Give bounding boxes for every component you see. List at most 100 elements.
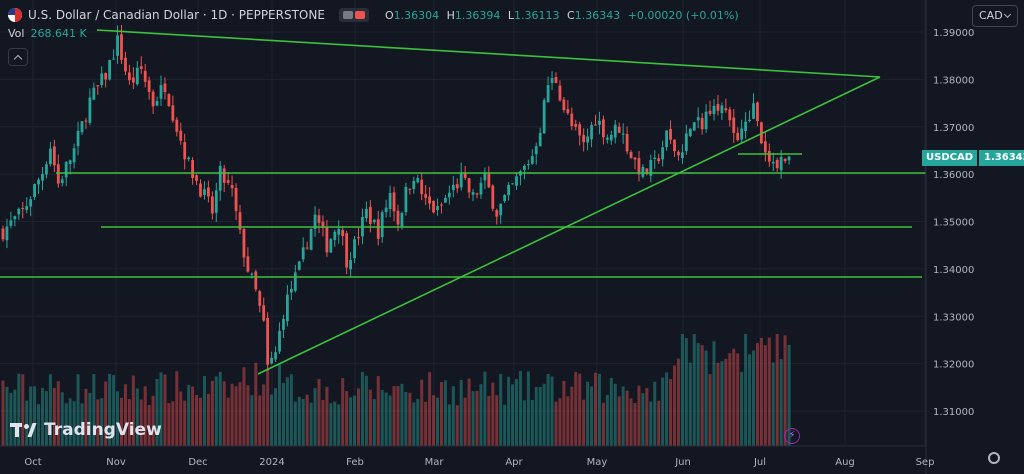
volume-bar [479,384,483,446]
collapse-legend-button[interactable] [8,48,28,66]
candle-body [135,67,139,85]
candle-body [80,121,84,133]
price-axis: 1.39000 1.38000 1.37000 1.36000 1.35000 1.340… [925,0,974,474]
y-tick-label: 1.35000 [933,218,974,229]
volume-bar [92,374,96,446]
candle-body [657,158,661,162]
volume-bar [633,402,637,446]
volume-bar [755,343,759,446]
volume-bar [333,401,337,446]
candle-body [301,247,305,260]
candle-body [45,164,48,175]
candle-body [621,133,625,135]
volume-legend: Vol 268.641 K [8,27,87,40]
volume-bar [744,334,748,446]
volume-bar [609,377,613,446]
candle-body [404,186,408,213]
y-tick-label: 1.32000 [933,360,974,371]
volume-bar [649,401,653,446]
volume-bar [503,404,507,446]
candle-body [471,192,475,195]
volume-bar [234,386,238,446]
candle-body [76,131,80,147]
candle-body [550,78,554,83]
candle-body [309,228,313,250]
volume-bar [48,374,52,446]
candle-body [609,134,613,141]
volume-bar [293,401,297,446]
volume-bar [621,386,625,446]
volume-bar [574,371,578,446]
volume-bar [230,383,234,446]
flash-icon[interactable]: ⚡ [784,428,800,444]
candle-body [104,73,108,80]
candle-body [289,289,293,293]
candle-body [203,189,206,195]
ohlc-values: O1.36304 H1.36394 L1.36113 C1.36343 +0.0… [384,8,739,22]
candle-body [708,110,712,114]
volume-bar [195,394,199,446]
candle-body [384,207,388,213]
volume-bar [665,372,669,446]
x-tick-label: Feb [346,457,364,468]
candle-body [218,166,222,191]
candle-body [380,212,384,238]
volume-bar [131,375,135,446]
volume-bar [266,368,270,446]
currency-selector[interactable]: CAD [972,5,1018,27]
volume-bar [5,387,9,446]
volume-bar [396,386,400,446]
candle-body [661,147,665,160]
candle-body [566,109,570,114]
volume-bar [9,392,13,446]
candle-body [305,247,309,249]
candle-body [207,187,210,197]
candle-body [254,271,258,290]
candle-body [84,120,88,122]
volume-bar [353,395,357,446]
volume-bar [341,378,345,446]
market-status-icon[interactable] [338,8,369,22]
candle-body [171,105,175,121]
volume-bar [708,374,712,446]
volume-bar [64,403,68,446]
volume-bar [52,387,56,446]
volume-bar [13,389,17,446]
volume-bar [88,392,92,446]
volume-bar [748,354,752,446]
volume-bar [669,379,673,446]
volume-bar [218,371,222,446]
candle-body [748,119,751,121]
gear-icon[interactable] [988,452,1000,464]
y-tick-label: 1.31000 [933,407,974,418]
candle-body [116,35,119,56]
candle-body [13,216,17,220]
y-tick-label: 1.37000 [933,123,974,134]
volume-bar [455,405,459,446]
candle-body [52,146,56,166]
candle-body [96,85,100,87]
volume-bar [582,399,586,446]
candle-body [250,273,254,275]
volume-bar [554,401,558,446]
volume-bar [475,390,479,446]
candle-body [763,141,767,153]
volume-bar [226,397,230,446]
tradingview-logo[interactable]: TradingView [10,420,162,440]
volume-bar [202,376,206,446]
volume-bar [206,393,210,446]
price-change: +0.00020 (+0.01%) [627,8,739,22]
volume-bar [289,374,293,446]
candle-body [602,119,605,138]
grid [0,0,926,445]
symbol-title[interactable]: U.S. Dollar / Canadian Dollar · 1D · PEP… [28,8,325,22]
y-tick-label: 1.33000 [933,312,974,323]
x-tick-label: Nov [106,457,126,468]
candle-body [736,132,740,141]
candle-body [214,190,218,213]
candle-body [155,101,159,106]
candle-body [526,164,530,166]
candle-body [436,206,439,211]
volume-bar [270,394,274,446]
